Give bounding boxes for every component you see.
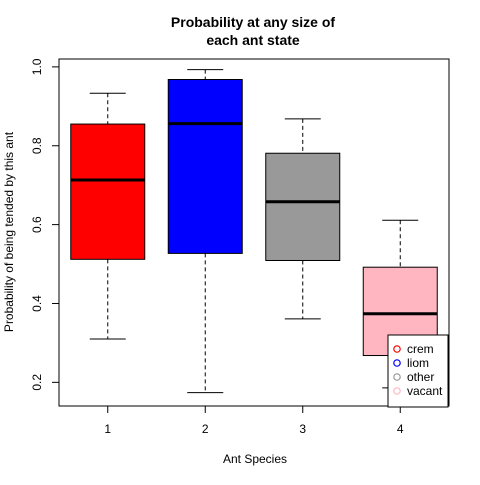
box-group-3: [265, 118, 341, 320]
y-tick-label: 0.2: [30, 374, 44, 391]
legend-marker-liom: [393, 359, 401, 367]
x-tick-label: 1: [104, 422, 111, 436]
plot-frame: [58, 58, 450, 407]
y-axis-label: Probability of being tended by this ant: [2, 131, 16, 332]
x-tick-label: 3: [299, 422, 306, 436]
y-tick-label: 1.0: [30, 58, 44, 75]
y-tick-label: 0.8: [30, 137, 44, 154]
box-iqr: [265, 152, 341, 261]
legend-box: [387, 334, 449, 408]
box-group-1: [70, 92, 146, 340]
legend-label-crem: crem: [407, 342, 434, 356]
box-iqr: [70, 123, 146, 260]
box-group-2: [167, 69, 243, 394]
x-tick-label: 4: [397, 422, 404, 436]
y-axis: 0.2 0.4 0.6 0.8 1.0: [30, 58, 60, 391]
y-tick-label: 0.4: [30, 295, 44, 312]
legend-label-other: other: [407, 370, 434, 384]
x-axis-label: Ant Species: [223, 452, 287, 466]
legend-label-liom: liom: [407, 356, 429, 370]
chart-title-line-2: each ant state: [206, 32, 300, 48]
x-axis: 1 2 3 4: [104, 405, 404, 436]
legend-label-vacant: vacant: [407, 384, 443, 398]
x-tick-label: 2: [202, 422, 209, 436]
box-iqr: [167, 79, 243, 254]
chart-title-line-1: Probability at any size of: [171, 14, 335, 30]
legend-marker-crem: [393, 345, 401, 353]
legend-marker-other: [393, 373, 401, 381]
legend-marker-vacant: [393, 387, 401, 395]
y-tick-label: 0.6: [30, 216, 44, 233]
boxes-layer: [70, 69, 438, 394]
